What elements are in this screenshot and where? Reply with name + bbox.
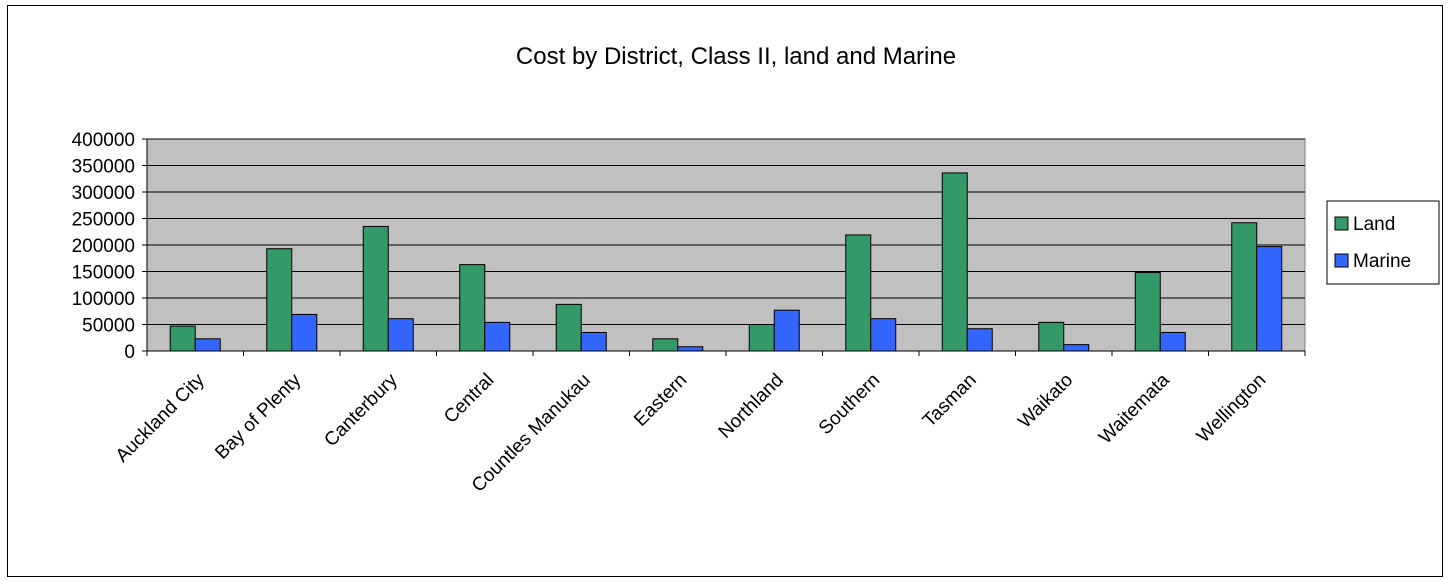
bar-marine-wellington [1256, 246, 1283, 352]
bar-marine-northland [773, 309, 800, 352]
bar-land-auckland-city [169, 325, 196, 352]
legend-label-marine: Marine [1353, 251, 1411, 272]
bar-marine-countles-manukau [580, 331, 607, 352]
bar-land-waikato [1038, 321, 1065, 352]
bar-marine-canterbury [387, 318, 414, 352]
bar-land-bay-of-plenty [266, 248, 293, 352]
x-tick-label: Waitemata [1095, 369, 1174, 448]
bar-marine-auckland-city [194, 338, 221, 352]
bar-land-countles-manukau [555, 303, 582, 352]
legend-swatch-marine [1334, 253, 1349, 268]
x-tick-label: Wellington [1193, 370, 1270, 447]
x-tick-label: Auckland City [112, 369, 209, 466]
y-tick-label: 100000 [72, 289, 135, 310]
x-tick-label: Southern [815, 370, 884, 439]
legend-swatch-land [1334, 216, 1349, 231]
bar-land-canterbury [362, 225, 389, 352]
bar-marine-waitemata [1159, 331, 1186, 352]
bar-marine-tasman [966, 328, 993, 352]
legend-label-land: Land [1353, 214, 1395, 235]
y-tick-label: 300000 [72, 183, 135, 204]
bar-marine-waikato [1063, 344, 1090, 352]
bar-land-southern [845, 234, 872, 352]
y-tick-label: 400000 [72, 130, 135, 151]
x-tick-label: Eastern [630, 370, 691, 431]
x-tick-label: Northland [715, 370, 788, 443]
bar-land-northland [748, 324, 775, 352]
bar-marine-central [484, 321, 511, 352]
y-tick-label: 250000 [72, 210, 135, 231]
y-tick-label: 0 [124, 342, 135, 363]
bar-land-central [459, 264, 486, 352]
bar-land-tasman [941, 172, 968, 352]
bar-land-wellington [1231, 222, 1258, 352]
x-tick-label: Tasman [919, 370, 981, 432]
x-tick-label: Canterbury [320, 369, 402, 451]
legend-box [1326, 200, 1440, 285]
y-tick-label: 200000 [72, 236, 135, 257]
bar-marine-eastern [677, 346, 704, 352]
x-tick-label: Bay of Plenty [211, 369, 305, 463]
x-tick-label: Central [440, 370, 498, 428]
y-tick-label: 350000 [72, 157, 135, 178]
bar-marine-southern [870, 318, 897, 352]
bar-land-eastern [652, 338, 679, 352]
y-tick-label: 150000 [72, 263, 135, 284]
chart-title: Cost by District, Class II, land and Mar… [515, 43, 957, 70]
bar-land-waitemata [1134, 272, 1161, 352]
x-tick-label: Waikato [1014, 370, 1077, 433]
y-tick-label: 50000 [82, 316, 135, 337]
bar-marine-bay-of-plenty [291, 313, 318, 352]
